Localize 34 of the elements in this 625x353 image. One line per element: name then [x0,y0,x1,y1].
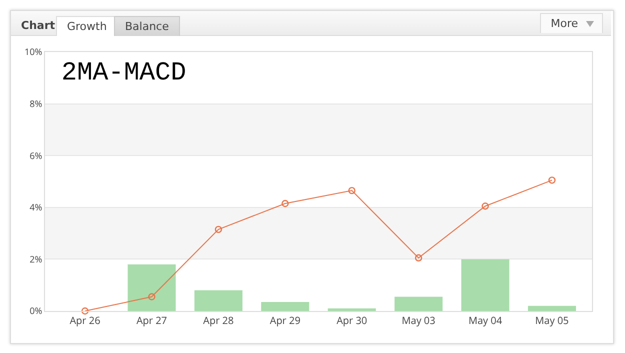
bar [261,302,310,311]
x-tick-label: May 04 [468,313,502,327]
bar [128,264,176,311]
text: More [550,17,578,30]
x-tick-label: May 03 [402,313,436,327]
point [81,307,89,315]
x-tick-label: Apr 30 [336,313,368,327]
y-tick-label: 0% [30,304,42,318]
x-tick-label: May 05 [535,313,570,327]
y-tick-label: 10% [24,45,42,58]
x-tick-label: Apr 26 [70,313,101,327]
point [148,293,156,300]
point [348,186,356,194]
chart-title: 2MA-MACD [61,58,186,88]
x-tick-label: Apr 28 [203,313,234,327]
y-tick-label: 8% [30,96,42,110]
y-tick-label: 4% [30,200,42,214]
text: Growth [67,20,107,33]
point [414,254,422,262]
y-tick-label: 6% [30,148,42,162]
bar [528,306,576,311]
x-tick-label: Apr 27 [136,313,168,327]
point [482,202,489,210]
bar [194,290,242,311]
y-tick-label: 2% [30,252,42,266]
text: Balance [125,20,169,33]
point [282,200,289,208]
point [548,176,556,184]
point [214,226,222,234]
text: Chart [21,19,56,32]
bar [394,296,443,311]
bar [328,308,376,311]
x-tick-label: Apr 29 [270,313,301,327]
bar [461,259,510,311]
